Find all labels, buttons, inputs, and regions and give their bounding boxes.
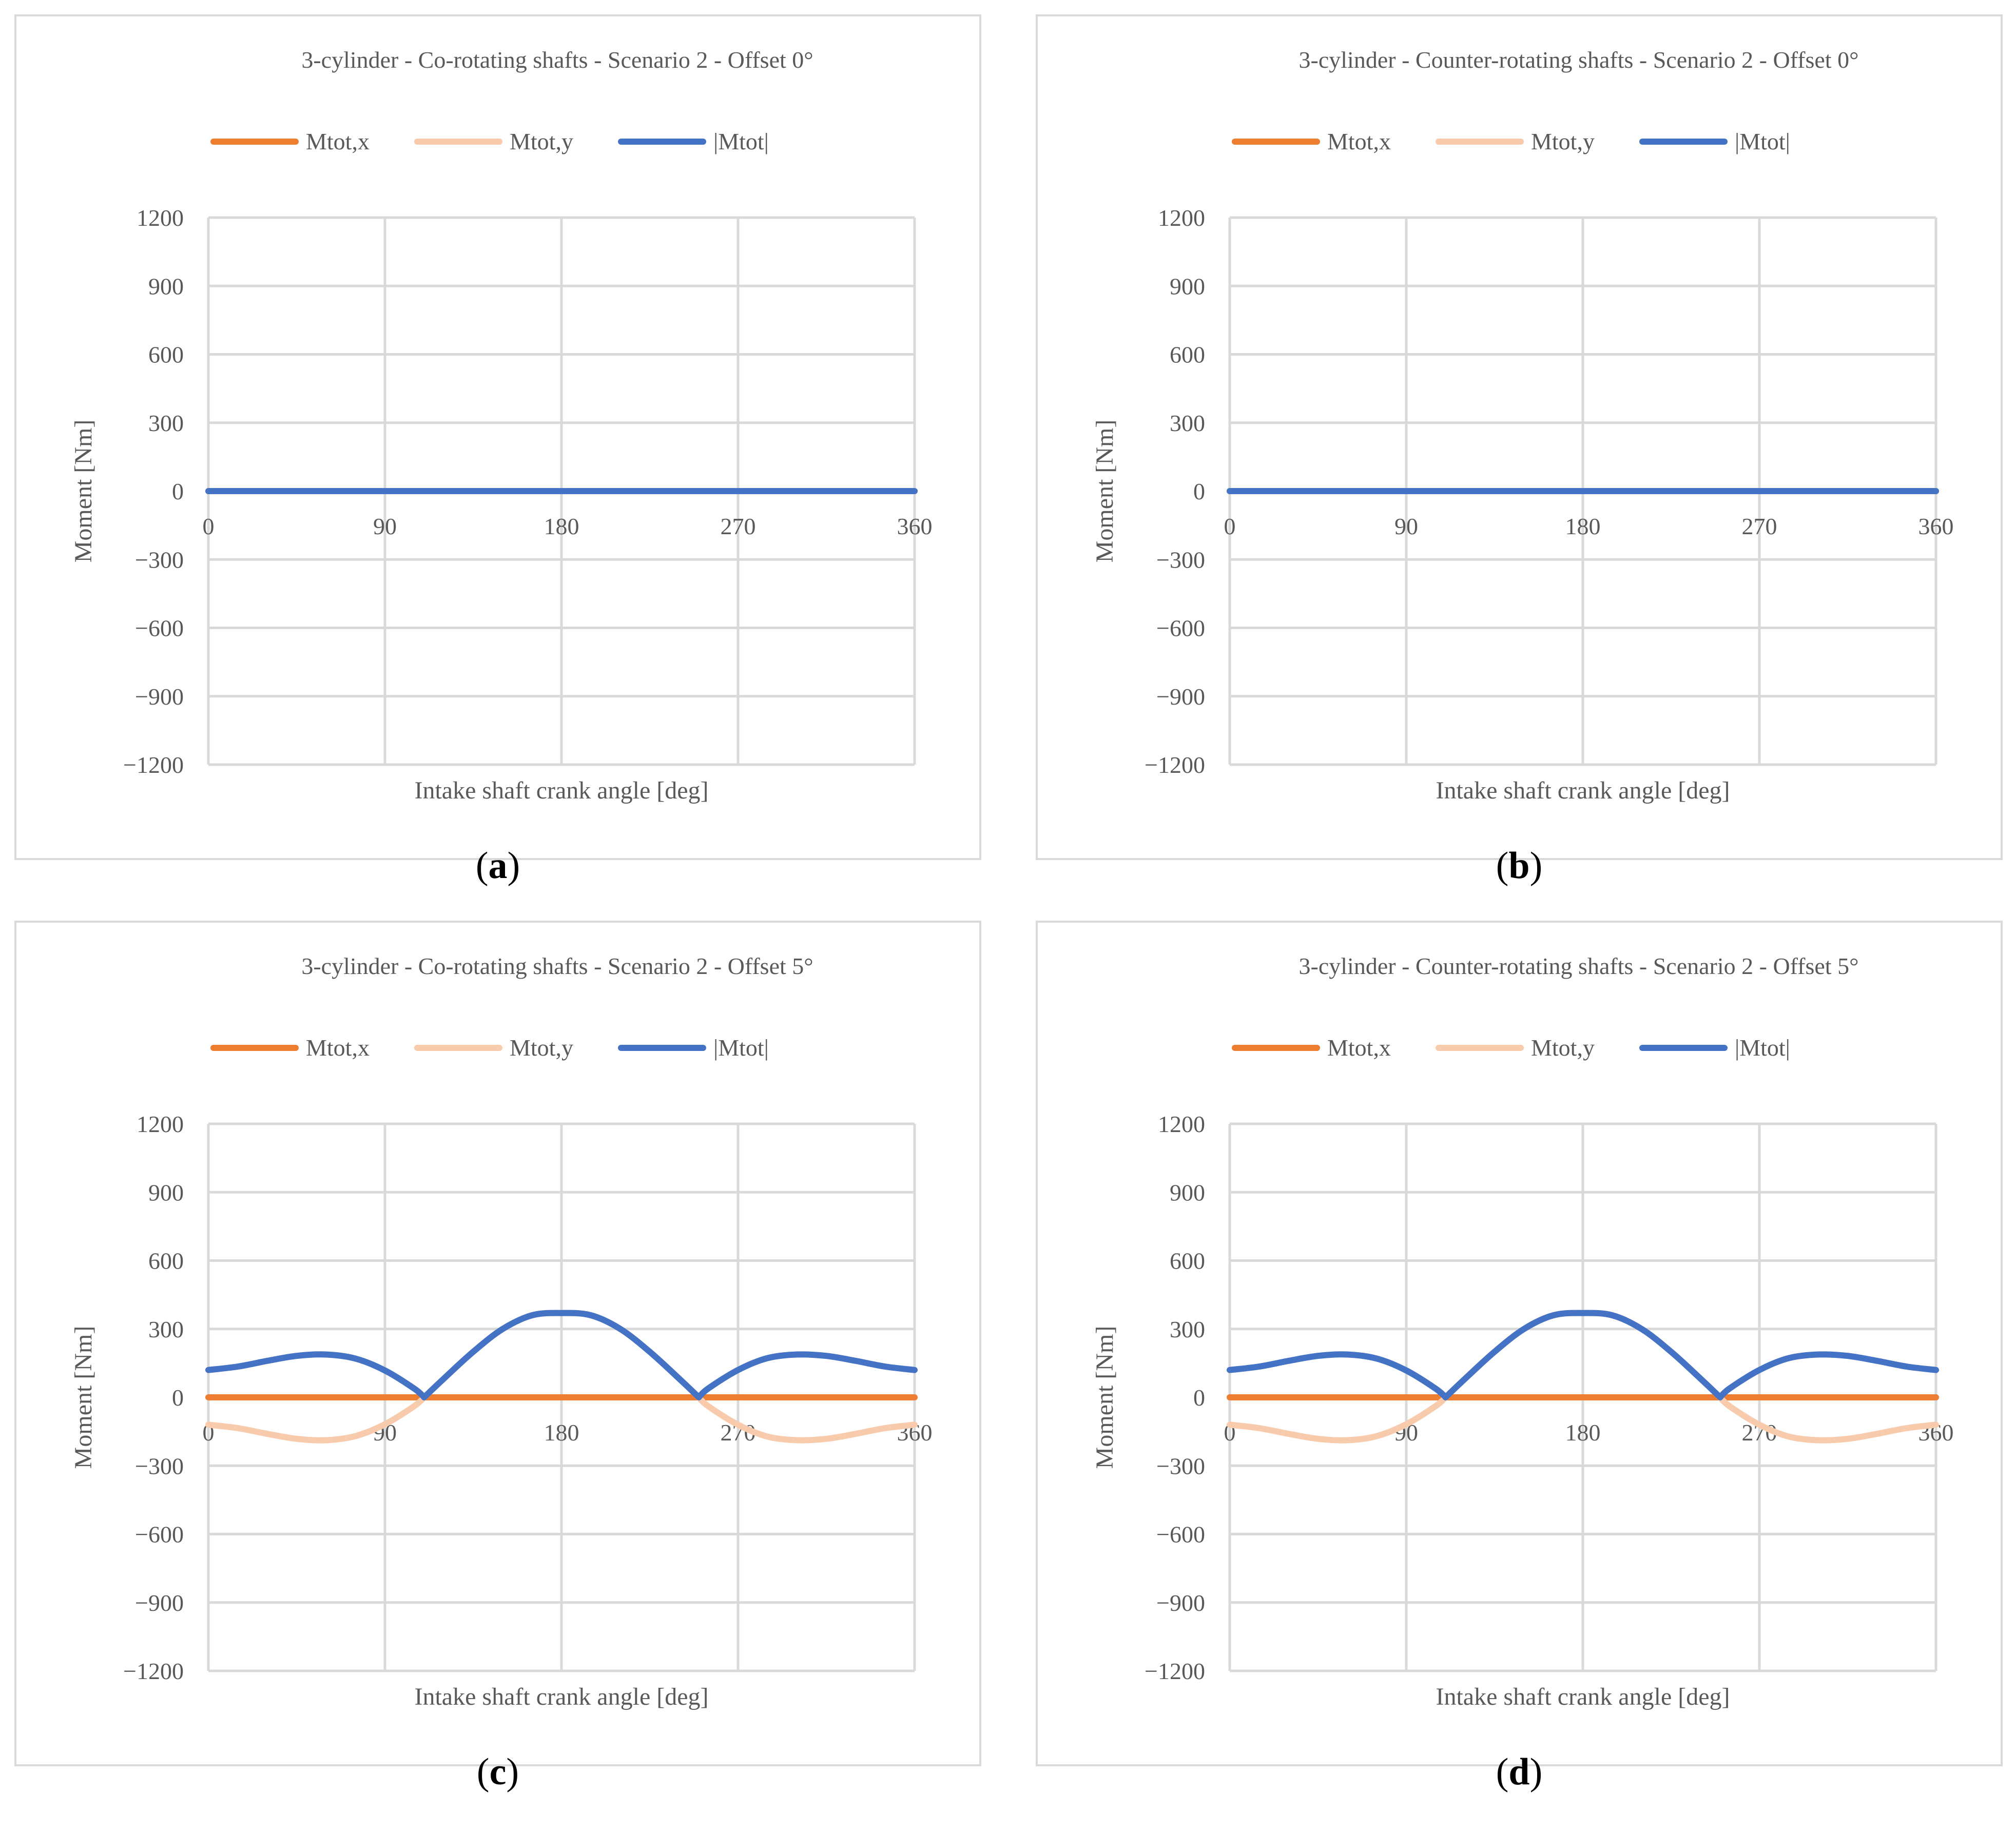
y-tick-label: −600 bbox=[1156, 615, 1205, 641]
series-line-2 bbox=[205, 1310, 918, 1400]
x-axis-label: Intake shaft crank angle [deg] bbox=[414, 777, 708, 804]
y-tick-label: 600 bbox=[1170, 1248, 1205, 1274]
chart-svg: 3-cylinder - Counter-rotating shafts - S… bbox=[1091, 47, 1954, 804]
x-tick-label: 270 bbox=[1742, 513, 1777, 539]
x-tick-label: 360 bbox=[897, 513, 933, 539]
y-tick-label: 0 bbox=[172, 478, 184, 504]
y-axis-label: Moment [Nm] bbox=[70, 420, 97, 563]
x-tick-label: 0 bbox=[1224, 513, 1236, 539]
panel-caption-letter: d bbox=[1508, 1751, 1530, 1793]
y-tick-label: −600 bbox=[135, 1522, 184, 1548]
legend-label-1: Mtot,y bbox=[510, 1035, 573, 1061]
y-tick-label: −1200 bbox=[1145, 752, 1205, 778]
y-axis-label: Moment [Nm] bbox=[1091, 1326, 1118, 1469]
y-tick-label: 900 bbox=[148, 273, 184, 299]
y-tick-label: −300 bbox=[135, 547, 184, 573]
y-tick-label: −900 bbox=[1156, 684, 1205, 710]
legend-label-2: |Mtot| bbox=[713, 1035, 769, 1061]
chart-panel-c: 3-cylinder - Co-rotating shafts - Scenar… bbox=[14, 921, 981, 1766]
y-tick-label: 1200 bbox=[137, 205, 184, 231]
x-tick-label: 360 bbox=[1918, 513, 1954, 539]
y-tick-label: −600 bbox=[1156, 1522, 1205, 1548]
y-tick-label: −1200 bbox=[123, 752, 184, 778]
panel-caption-letter: a bbox=[488, 845, 508, 887]
x-axis-label: Intake shaft crank angle [deg] bbox=[1436, 777, 1730, 804]
chart-title: 3-cylinder - Co-rotating shafts - Scenar… bbox=[301, 953, 813, 979]
panel-caption: (b) bbox=[1496, 845, 1543, 887]
chart-svg: 3-cylinder - Co-rotating shafts - Scenar… bbox=[70, 953, 933, 1710]
panel-caption-letter: c bbox=[489, 1751, 507, 1793]
chart-title: 3-cylinder - Counter-rotating shafts - S… bbox=[1299, 47, 1859, 73]
x-tick-label: 180 bbox=[544, 1419, 579, 1446]
x-tick-label: 180 bbox=[1565, 513, 1601, 539]
y-tick-label: 300 bbox=[148, 1316, 184, 1342]
x-tick-label: 0 bbox=[203, 513, 215, 539]
legend-label-1: Mtot,y bbox=[1531, 128, 1595, 154]
chart-svg: 3-cylinder - Co-rotating shafts - Scenar… bbox=[70, 47, 933, 804]
y-tick-label: 900 bbox=[1170, 1179, 1205, 1205]
y-tick-label: −900 bbox=[1156, 1590, 1205, 1616]
x-tick-label: 180 bbox=[544, 513, 579, 539]
y-tick-label: 0 bbox=[1193, 1385, 1205, 1411]
y-tick-label: 1200 bbox=[1158, 205, 1205, 231]
y-tick-label: 0 bbox=[1193, 478, 1205, 504]
y-tick-label: −900 bbox=[135, 1590, 184, 1616]
y-tick-label: 0 bbox=[172, 1385, 184, 1411]
y-tick-label: 300 bbox=[1170, 1316, 1205, 1342]
panel-caption: (d) bbox=[1496, 1751, 1543, 1793]
y-tick-label: 600 bbox=[1170, 342, 1205, 368]
y-axis-label: Moment [Nm] bbox=[70, 1326, 97, 1469]
y-axis-label: Moment [Nm] bbox=[1091, 420, 1118, 563]
legend-label-0: Mtot,x bbox=[1327, 1035, 1391, 1061]
y-tick-label: −300 bbox=[1156, 1453, 1205, 1479]
chart-panel-d: 3-cylinder - Counter-rotating shafts - S… bbox=[1036, 921, 2003, 1766]
y-tick-label: 1200 bbox=[1158, 1111, 1205, 1137]
x-tick-label: 180 bbox=[1565, 1419, 1601, 1446]
legend-label-1: Mtot,y bbox=[1531, 1035, 1595, 1061]
panel-caption: (a) bbox=[475, 845, 520, 887]
legend-label-0: Mtot,x bbox=[306, 128, 370, 154]
chart-panel-a: 3-cylinder - Co-rotating shafts - Scenar… bbox=[14, 14, 981, 860]
x-axis-label: Intake shaft crank angle [deg] bbox=[1436, 1683, 1730, 1710]
legend-label-0: Mtot,x bbox=[306, 1035, 370, 1061]
y-tick-label: −1200 bbox=[1145, 1658, 1205, 1684]
chart-title: 3-cylinder - Counter-rotating shafts - S… bbox=[1299, 953, 1859, 979]
legend-label-2: |Mtot| bbox=[1735, 1035, 1790, 1061]
panel-caption: (c) bbox=[476, 1751, 519, 1793]
chart-panel-b: 3-cylinder - Counter-rotating shafts - S… bbox=[1036, 14, 2003, 860]
y-tick-label: 300 bbox=[1170, 410, 1205, 436]
y-tick-label: 900 bbox=[148, 1179, 184, 1205]
y-tick-label: 600 bbox=[148, 1248, 184, 1274]
y-tick-label: 300 bbox=[148, 410, 184, 436]
x-tick-label: 270 bbox=[721, 513, 756, 539]
x-tick-label: 90 bbox=[373, 513, 397, 539]
y-tick-label: −900 bbox=[135, 684, 184, 710]
x-axis-label: Intake shaft crank angle [deg] bbox=[414, 1683, 708, 1710]
legend-label-2: |Mtot| bbox=[1735, 128, 1790, 154]
chart-svg: 3-cylinder - Counter-rotating shafts - S… bbox=[1091, 953, 1954, 1710]
y-tick-label: −1200 bbox=[123, 1658, 184, 1684]
y-tick-label: 600 bbox=[148, 342, 184, 368]
panel-caption-letter: b bbox=[1508, 845, 1530, 887]
series-line-2 bbox=[1227, 1310, 1939, 1400]
legend-label-2: |Mtot| bbox=[713, 128, 769, 154]
chart-title: 3-cylinder - Co-rotating shafts - Scenar… bbox=[301, 47, 813, 73]
y-tick-label: 1200 bbox=[137, 1111, 184, 1137]
legend-label-0: Mtot,x bbox=[1327, 128, 1391, 154]
y-tick-label: −300 bbox=[1156, 547, 1205, 573]
y-tick-label: 900 bbox=[1170, 273, 1205, 299]
y-tick-label: −300 bbox=[135, 1453, 184, 1479]
legend-label-1: Mtot,y bbox=[510, 128, 573, 154]
y-tick-label: −600 bbox=[135, 615, 184, 641]
x-tick-label: 90 bbox=[1394, 513, 1418, 539]
